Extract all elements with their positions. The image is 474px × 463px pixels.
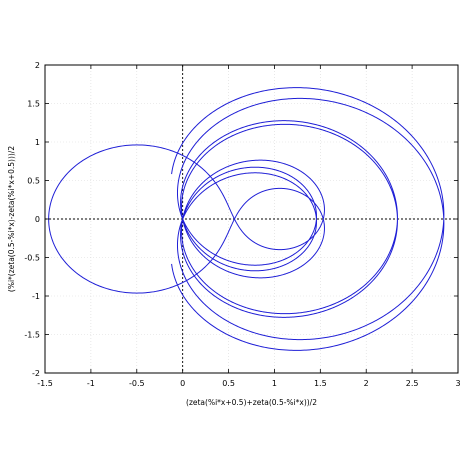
x-tick-label: 3 (455, 379, 460, 388)
y-axis-ticks: -2 -1.5 -1 -0.5 0 0.5 1 1.5 2 (24, 61, 458, 378)
y-tick-label: 0.5 (27, 177, 40, 186)
y-tick-label: 0 (35, 215, 40, 224)
y-tick-label: 1.5 (27, 100, 40, 109)
y-tick-label: -1.5 (24, 331, 40, 340)
x-tick-label: -1 (87, 379, 95, 388)
y-tick-label: -1 (32, 292, 40, 301)
x-tick-label: -0.5 (129, 379, 145, 388)
x-tick-label: 1 (272, 379, 277, 388)
x-axis-ticks: -1.5 -1 -0.5 0 0.5 1 1.5 2 2.5 3 (37, 65, 461, 388)
y-tick-label: -0.5 (24, 254, 40, 263)
y-tick-label: -2 (32, 369, 40, 378)
x-tick-label: -1.5 (37, 379, 53, 388)
x-axis-label: (zeta(%i*x+0.5)+zeta(0.5-%i*x))/2 (186, 398, 317, 407)
y-axis-label: (%i*(zeta(0.5-%i*x)-zeta(%i*x+0.5)))/2 (7, 146, 16, 292)
x-tick-label: 2.5 (406, 379, 419, 388)
x-tick-label: 2 (364, 379, 369, 388)
y-tick-label: 2 (35, 61, 40, 70)
x-tick-label: 0.5 (222, 379, 235, 388)
x-tick-label: 1.5 (314, 379, 327, 388)
x-tick-label: 0 (180, 379, 185, 388)
y-tick-label: 1 (35, 138, 40, 147)
